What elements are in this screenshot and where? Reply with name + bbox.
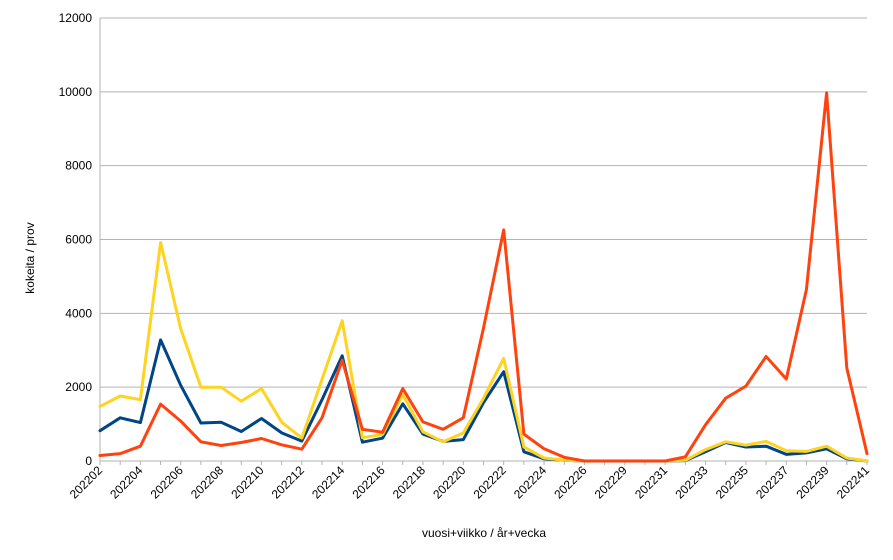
x-tick-label: 202220	[430, 463, 468, 501]
y-tick-label: 12000	[59, 11, 93, 25]
x-tick-label: 202204	[107, 463, 145, 501]
y-tick-labels: 0 2000 4000 6000 8000 10000 12000	[59, 11, 93, 468]
y-tick-label: 10000	[59, 85, 93, 99]
x-tick-label: 202233	[672, 463, 710, 501]
x-tick-label: 202231	[632, 463, 670, 501]
x-tick-label: 202226	[551, 463, 589, 501]
x-tick-label: 202202	[67, 463, 105, 501]
x-tick-label: 202208	[188, 463, 226, 501]
x-tick-label: 202214	[309, 463, 347, 501]
x-tick-label: 202241	[834, 463, 872, 501]
x-tick-label: 202216	[349, 463, 387, 501]
x-tick-label: 202229	[592, 463, 630, 501]
x-tick-label: 202224	[511, 463, 549, 501]
x-tick-label: 202235	[713, 463, 751, 501]
y-tick-label: 4000	[65, 306, 92, 320]
x-axis-title: vuosi+viikko / år+vecka	[422, 526, 546, 540]
y-tick-label: 8000	[65, 159, 92, 173]
x-tick-label: 202239	[794, 463, 832, 501]
x-tick-labels: 202202 202204 202206 202208 202210 202212 2022…	[67, 463, 872, 501]
x-tick-label: 202237	[753, 463, 791, 501]
x-tick-label: 202218	[390, 463, 428, 501]
y-axis-title: kokeita / prov	[23, 222, 37, 293]
series-lines	[98, 91, 869, 463]
y-tick-label: 6000	[65, 233, 92, 247]
series-line-3	[98, 91, 869, 463]
x-tick-label: 202212	[269, 463, 307, 501]
series-line-2	[98, 241, 869, 463]
x-tick-label: 202222	[471, 463, 509, 501]
y-tick-label: 2000	[65, 380, 92, 394]
grid-lines	[99, 17, 868, 465]
x-tick-label: 202210	[228, 463, 266, 501]
x-tick-label: 202206	[148, 463, 186, 501]
y-tick-label: 0	[85, 454, 92, 468]
